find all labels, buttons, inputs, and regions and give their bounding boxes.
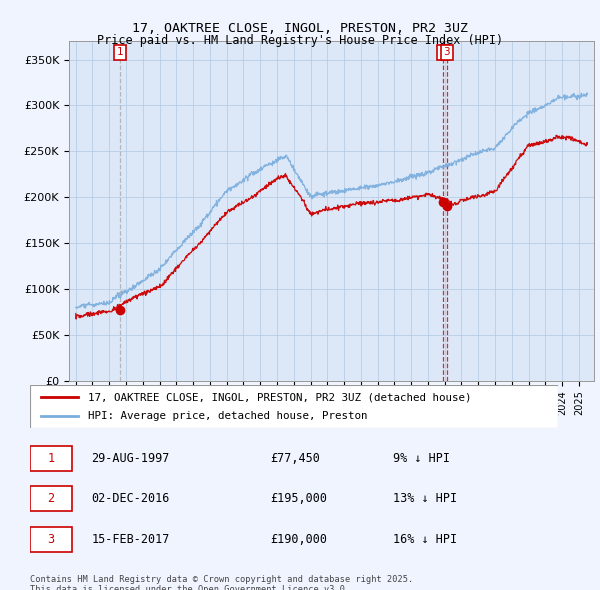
Text: HPI: Average price, detached house, Preston: HPI: Average price, detached house, Pres… bbox=[88, 411, 368, 421]
Text: 3: 3 bbox=[443, 47, 450, 57]
Text: 2: 2 bbox=[440, 47, 446, 57]
Text: £190,000: £190,000 bbox=[270, 533, 327, 546]
Text: 16% ↓ HPI: 16% ↓ HPI bbox=[392, 533, 457, 546]
Text: 17, OAKTREE CLOSE, INGOL, PRESTON, PR2 3UZ (detached house): 17, OAKTREE CLOSE, INGOL, PRESTON, PR2 3… bbox=[88, 392, 472, 402]
Text: £195,000: £195,000 bbox=[270, 492, 327, 505]
Text: 02-DEC-2016: 02-DEC-2016 bbox=[91, 492, 170, 505]
Text: £77,450: £77,450 bbox=[270, 452, 320, 465]
Text: Contains HM Land Registry data © Crown copyright and database right 2025.
This d: Contains HM Land Registry data © Crown c… bbox=[30, 575, 413, 590]
FancyBboxPatch shape bbox=[30, 446, 72, 471]
Text: 17, OAKTREE CLOSE, INGOL, PRESTON, PR2 3UZ: 17, OAKTREE CLOSE, INGOL, PRESTON, PR2 3… bbox=[132, 22, 468, 35]
FancyBboxPatch shape bbox=[30, 526, 72, 552]
Text: 29-AUG-1997: 29-AUG-1997 bbox=[91, 452, 170, 465]
FancyBboxPatch shape bbox=[30, 385, 558, 428]
Text: 2: 2 bbox=[47, 492, 55, 505]
Text: Price paid vs. HM Land Registry's House Price Index (HPI): Price paid vs. HM Land Registry's House … bbox=[97, 34, 503, 47]
Text: 1: 1 bbox=[47, 452, 55, 465]
Text: 15-FEB-2017: 15-FEB-2017 bbox=[91, 533, 170, 546]
Text: 1: 1 bbox=[117, 47, 124, 57]
Text: 13% ↓ HPI: 13% ↓ HPI bbox=[392, 492, 457, 505]
FancyBboxPatch shape bbox=[30, 486, 72, 512]
Text: 9% ↓ HPI: 9% ↓ HPI bbox=[392, 452, 450, 465]
Text: 3: 3 bbox=[47, 533, 55, 546]
